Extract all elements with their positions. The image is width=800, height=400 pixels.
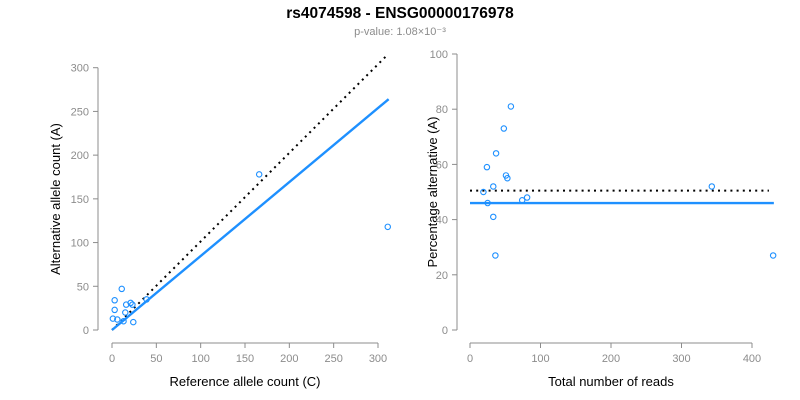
data-point <box>122 309 129 316</box>
y-tick-label: 150 <box>71 194 89 206</box>
y-tick-label: 0 <box>83 325 89 337</box>
right-plot-percentage-reads: Total number of reads Percentage alterna… <box>425 49 777 389</box>
left-y-axis-label: Alternative allele count (A) <box>48 123 63 275</box>
identity-line <box>111 55 387 331</box>
x-tick-label: 150 <box>236 353 254 365</box>
data-point <box>129 301 136 308</box>
data-point <box>114 316 121 323</box>
y-tick-label: 300 <box>71 63 89 75</box>
data-point <box>111 306 118 314</box>
data-point <box>480 188 487 196</box>
data-point <box>490 183 497 190</box>
right-x-axis-label: Total number of reads <box>548 374 674 389</box>
fit-line <box>111 98 390 331</box>
data-point <box>484 199 491 207</box>
data-point <box>111 297 118 304</box>
x-tick-label: 0 <box>467 353 473 365</box>
data-point <box>507 103 515 110</box>
x-tick-label: 250 <box>324 353 342 365</box>
left-plot-allele-counts: Reference allele count (C) Alternative a… <box>48 55 392 389</box>
x-tick-label: 0 <box>109 353 115 365</box>
data-point <box>118 285 126 293</box>
data-point <box>492 150 500 157</box>
x-tick-label: 50 <box>150 353 162 365</box>
left-x-axis-label: Reference allele count (C) <box>169 374 320 389</box>
data-point <box>130 318 137 326</box>
data-point <box>490 213 497 221</box>
data-point <box>769 252 777 259</box>
x-tick-label: 400 <box>743 353 761 365</box>
data-point <box>384 223 392 231</box>
data-point <box>255 171 263 178</box>
data-point <box>523 194 531 201</box>
data-point <box>500 125 508 132</box>
data-point <box>143 296 150 303</box>
x-tick-label: 300 <box>672 353 690 365</box>
x-tick-label: 100 <box>531 353 549 365</box>
data-point <box>483 163 491 171</box>
right-y-axis-label: Percentage alternative (A) <box>425 116 440 267</box>
data-point <box>518 197 526 204</box>
y-tick-label: 100 <box>430 49 448 61</box>
y-tick-label: 40 <box>436 215 448 227</box>
y-tick-label: 200 <box>71 150 89 162</box>
x-tick-label: 200 <box>602 353 620 365</box>
x-tick-label: 200 <box>280 353 298 365</box>
data-point <box>492 252 499 259</box>
data-point <box>127 299 134 307</box>
data-point <box>109 315 117 322</box>
y-tick-label: 50 <box>77 281 89 293</box>
y-tick-label: 80 <box>436 104 448 116</box>
data-point <box>120 318 127 325</box>
y-tick-label: 60 <box>436 159 448 171</box>
y-tick-label: 250 <box>71 106 89 118</box>
figure-subtitle: p-value: 1.08×10⁻³ <box>354 26 446 38</box>
x-tick-label: 100 <box>191 353 209 365</box>
y-tick-label: 0 <box>442 325 448 337</box>
data-point <box>708 183 716 190</box>
x-tick-label: 300 <box>369 353 387 365</box>
y-tick-label: 100 <box>71 238 89 250</box>
figure-title: rs4074598 - ENSG00000176978 <box>286 5 514 22</box>
y-tick-label: 20 <box>436 270 448 282</box>
data-point <box>504 174 511 182</box>
